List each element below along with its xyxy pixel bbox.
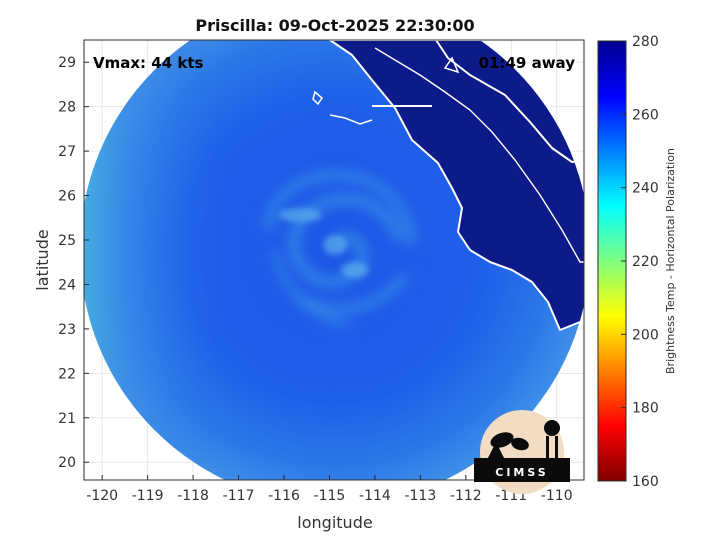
x-tick-label: -118 [177,488,209,504]
colorbar-label: Brightness Temp - Horizontal Polarizatio… [664,148,677,374]
time-away-label: 01:49 away [479,54,576,72]
x-tick-label: -114 [359,488,391,504]
colorbar-tick-label: 220 [632,254,659,270]
x-tick-label: -112 [450,488,482,504]
y-tick-label: 22 [58,366,76,382]
storm-rainbands [265,170,416,328]
plot-area: -120 -119 -118 -117 -116 -115 -114 -113 -112 -111… [58,39,585,504]
colorbar-tick-label: 240 [632,181,659,197]
y-tick-label: 24 [58,277,76,293]
colorbar-tick-label: 180 [632,401,659,417]
storm-core [278,208,369,278]
y-tick-label: 27 [58,144,76,160]
y-tick-label: 26 [58,189,76,205]
map-title: Priscilla: 09-Oct-2025 22:30:00 [195,16,474,35]
y-axis-label: latitude [33,229,52,290]
colorbar: 160 180 200 220 240 260 280 Brightness Temp - … [597,34,677,490]
colorbar-tick-label: 280 [632,34,659,50]
x-tick-label: -117 [223,488,255,504]
y-axis-ticks: 20 21 22 23 24 25 26 27 28 29 [58,55,89,471]
islands [312,56,460,125]
x-tick-label: -119 [132,488,164,504]
y-tick-label: 20 [58,455,76,471]
y-tick-label: 29 [58,55,76,71]
logo-text: CIMSS [495,466,548,479]
gulf-of-california [374,47,584,263]
x-tick-label: -110 [541,488,573,504]
x-axis-label: longitude [297,513,372,532]
colorbar-tick-label: 160 [632,474,659,490]
x-tick-label: -120 [86,488,118,504]
y-tick-label: 25 [58,233,76,249]
y-tick-label: 23 [58,322,76,338]
x-tick-label: -113 [404,488,436,504]
y-tick-label: 28 [58,100,76,116]
colorbar-tick-label: 200 [632,327,659,343]
vmax-label: Vmax: 44 kts [93,54,203,72]
x-tick-label: -115 [314,488,346,504]
x-tick-label: -116 [268,488,300,504]
colorbar-ticks: 160 180 200 220 240 260 280 [621,34,659,490]
cimss-logo-icon: CIMSS [474,410,570,494]
colorbar-tick-label: 260 [632,107,659,123]
plot-frame [83,39,585,481]
y-tick-label: 21 [58,411,76,427]
